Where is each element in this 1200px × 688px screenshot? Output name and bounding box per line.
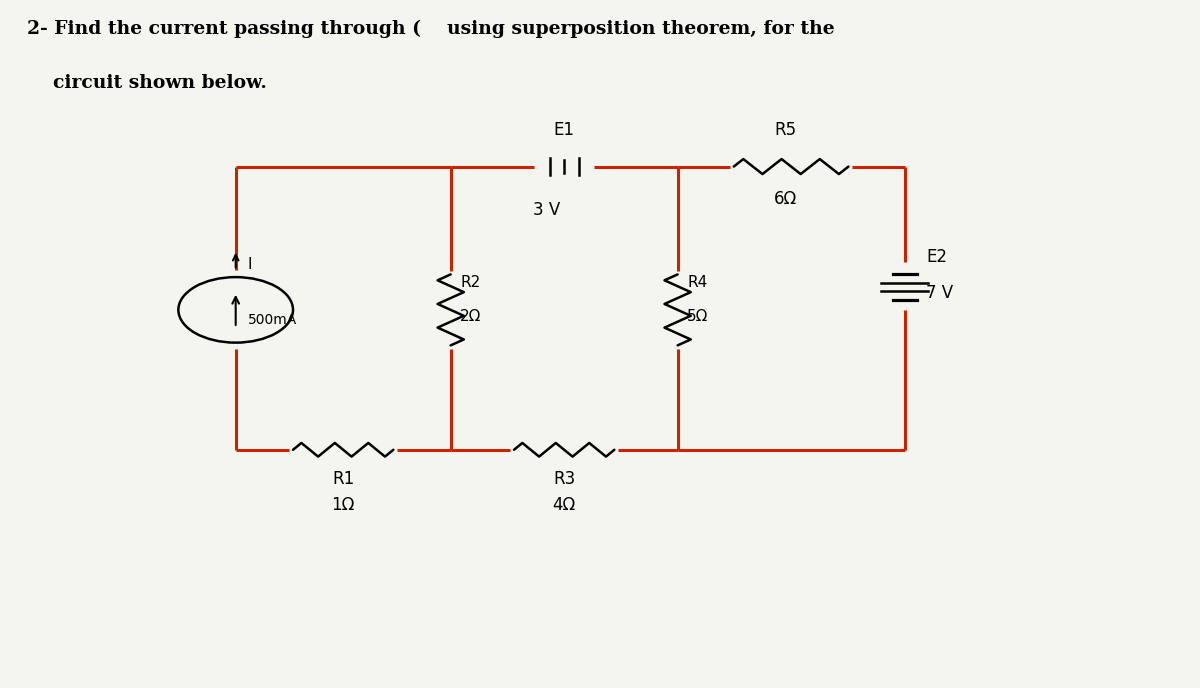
Text: I: I <box>247 257 252 272</box>
Text: R5: R5 <box>774 121 797 139</box>
Text: 2Ω: 2Ω <box>461 309 481 324</box>
Text: E2: E2 <box>926 248 947 266</box>
Text: 2- Find the current passing through (    using superposition theorem, for the: 2- Find the current passing through ( us… <box>26 20 834 38</box>
Text: 6Ω: 6Ω <box>774 191 797 208</box>
Text: R1: R1 <box>332 471 354 488</box>
Text: R4: R4 <box>688 275 708 290</box>
Text: 7 V: 7 V <box>926 284 953 302</box>
Text: R2: R2 <box>461 275 480 290</box>
Text: 500mA: 500mA <box>247 313 296 327</box>
Text: 3 V: 3 V <box>533 201 560 219</box>
Text: 5Ω: 5Ω <box>688 309 708 324</box>
Text: circuit shown below.: circuit shown below. <box>26 74 266 92</box>
Text: 1Ω: 1Ω <box>331 496 355 514</box>
Text: E1: E1 <box>553 121 575 139</box>
Text: R3: R3 <box>553 471 575 488</box>
Text: 4Ω: 4Ω <box>552 496 576 514</box>
